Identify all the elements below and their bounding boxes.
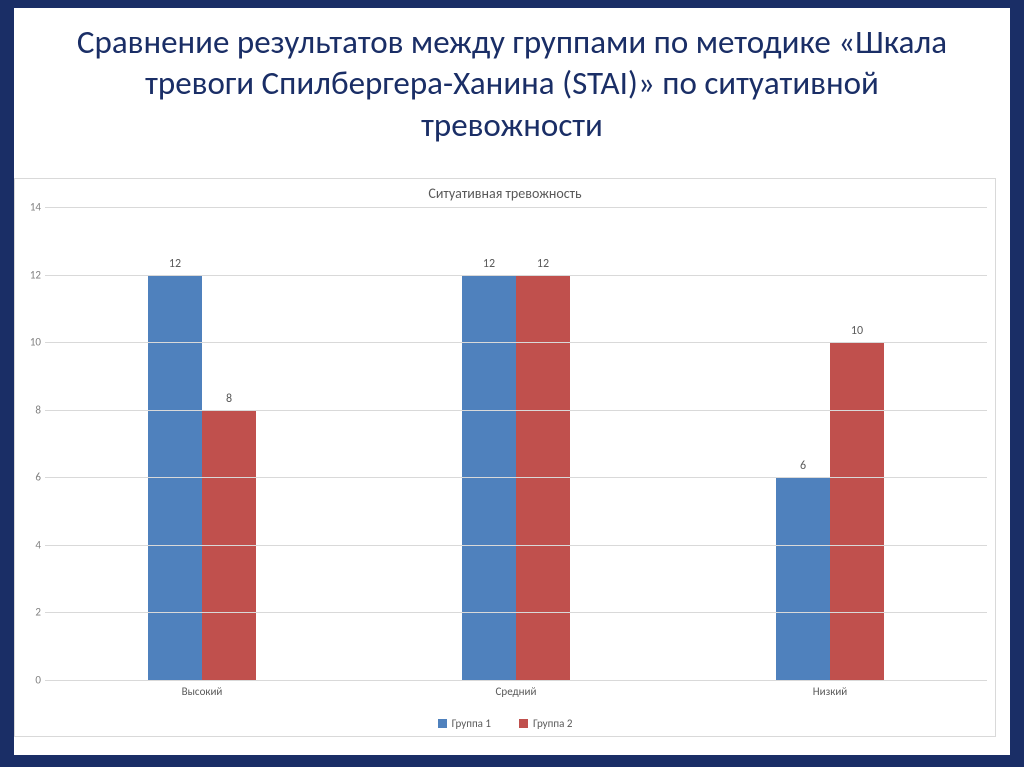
- bar-value-label: 12: [169, 257, 181, 271]
- category-label: Средний: [359, 685, 673, 698]
- y-axis-tick: 8: [21, 403, 41, 416]
- chart-category-group: 128Высокий: [45, 207, 359, 680]
- legend-label: Группа 1: [452, 717, 491, 730]
- chart-bar-groups: 128Высокий1212Средний610Низкий: [45, 207, 987, 680]
- chart-plot-area: 128Высокий1212Средний610Низкий 024681012…: [45, 207, 987, 680]
- legend-label: Группа 2: [533, 717, 572, 730]
- bar-value-label: 10: [851, 324, 863, 338]
- slide: Сравнение результатов между группами по …: [0, 0, 1024, 767]
- legend-item: Группа 1: [438, 717, 491, 730]
- gridline: [45, 680, 987, 681]
- slide-title: Сравнение результатов между группами по …: [14, 8, 1010, 154]
- y-axis-tick: 4: [21, 538, 41, 551]
- chart-category-group: 1212Средний: [359, 207, 673, 680]
- gridline: [45, 410, 987, 411]
- bar-value-label: 6: [800, 459, 806, 473]
- y-axis-tick: 6: [21, 471, 41, 484]
- gridline: [45, 207, 987, 208]
- legend-swatch: [438, 719, 447, 728]
- chart-title: Ситуативная тревожность: [15, 179, 995, 202]
- gridline: [45, 342, 987, 343]
- y-axis-tick: 14: [21, 201, 41, 214]
- legend-item: Группа 2: [519, 717, 572, 730]
- gridline: [45, 477, 987, 478]
- gridline: [45, 275, 987, 276]
- chart-bar: 10: [830, 342, 884, 680]
- chart-bar: 6: [776, 477, 830, 680]
- chart-category-group: 610Низкий: [673, 207, 987, 680]
- chart-legend: Группа 1 Группа 2: [15, 717, 995, 730]
- bar-value-label: 12: [537, 257, 549, 271]
- bar-value-label: 12: [483, 257, 495, 271]
- legend-swatch: [519, 719, 528, 728]
- y-axis-tick: 0: [21, 674, 41, 687]
- bar-value-label: 8: [226, 392, 232, 406]
- y-axis-tick: 10: [21, 336, 41, 349]
- category-label: Высокий: [45, 685, 359, 698]
- slide-inner: Сравнение результатов между группами по …: [14, 8, 1010, 755]
- category-label: Низкий: [673, 685, 987, 698]
- y-axis-tick: 2: [21, 606, 41, 619]
- y-axis-tick: 12: [21, 268, 41, 281]
- chart-container: Ситуативная тревожность 12 8 Высокий 12 12 Ср…: [14, 178, 996, 737]
- gridline: [45, 612, 987, 613]
- gridline: [45, 545, 987, 546]
